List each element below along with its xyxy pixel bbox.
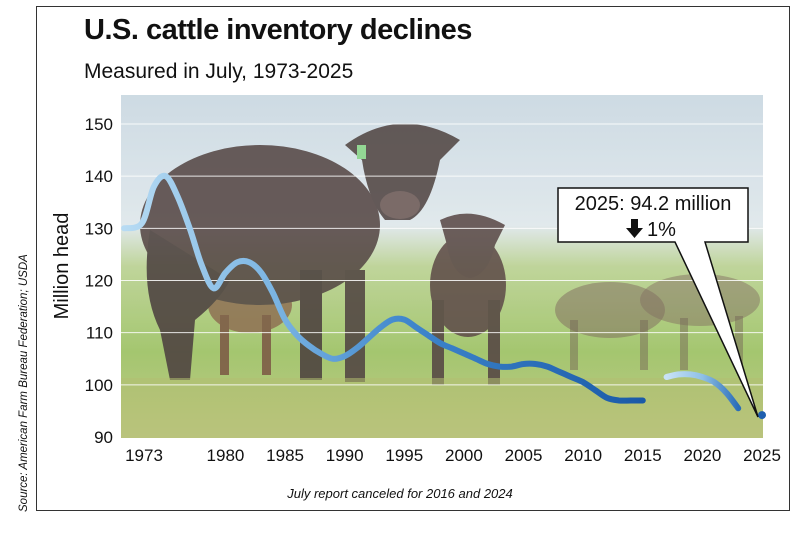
gridlines <box>121 123 763 386</box>
chart-footnote: July report canceled for 2016 and 2024 <box>287 486 513 501</box>
y-tick-label: 130 <box>85 219 113 238</box>
chart-title: U.S. cattle inventory declines <box>84 14 472 46</box>
x-tick-label: 1990 <box>326 446 364 465</box>
x-tick-label: 1980 <box>207 446 245 465</box>
callout-change: 1% <box>647 219 676 241</box>
x-tick-label: 2015 <box>624 446 662 465</box>
value-callout: 2025: 94.2 million 1% <box>557 187 759 418</box>
down-arrow-icon <box>626 219 643 238</box>
x-tick-label: 1995 <box>385 446 423 465</box>
y-axis-label: Million head <box>51 213 73 320</box>
x-tick-label: 1985 <box>266 446 304 465</box>
x-axis-ticks: 1973 1980 1985 1990 1995 2000 2005 2010 2015 2020… <box>125 446 781 465</box>
x-tick-label: 2010 <box>564 446 602 465</box>
series-line-segment-1 <box>121 172 646 404</box>
x-tick-label: 1973 <box>125 446 163 465</box>
y-tick-label: 120 <box>85 272 113 291</box>
x-tick-label: 2020 <box>683 446 721 465</box>
x-tick-label: 2025 <box>743 446 781 465</box>
y-tick-label: 150 <box>85 115 113 134</box>
y-tick-label: 140 <box>85 167 113 186</box>
data-series <box>121 172 766 420</box>
y-axis-ticks: 90 100 110 120 130 140 150 <box>85 115 113 447</box>
series-line-segment-2 <box>663 371 742 412</box>
y-tick-label: 110 <box>86 324 113 343</box>
y-tick-label: 90 <box>94 428 113 447</box>
x-tick-label: 2005 <box>505 446 543 465</box>
chart-subtitle: Measured in July, 1973-2025 <box>84 60 354 83</box>
y-tick-label: 100 <box>85 376 113 395</box>
x-tick-label: 2000 <box>445 446 483 465</box>
series-point-2025 <box>758 411 766 420</box>
callout-headline: 2025: 94.2 million <box>575 193 732 215</box>
